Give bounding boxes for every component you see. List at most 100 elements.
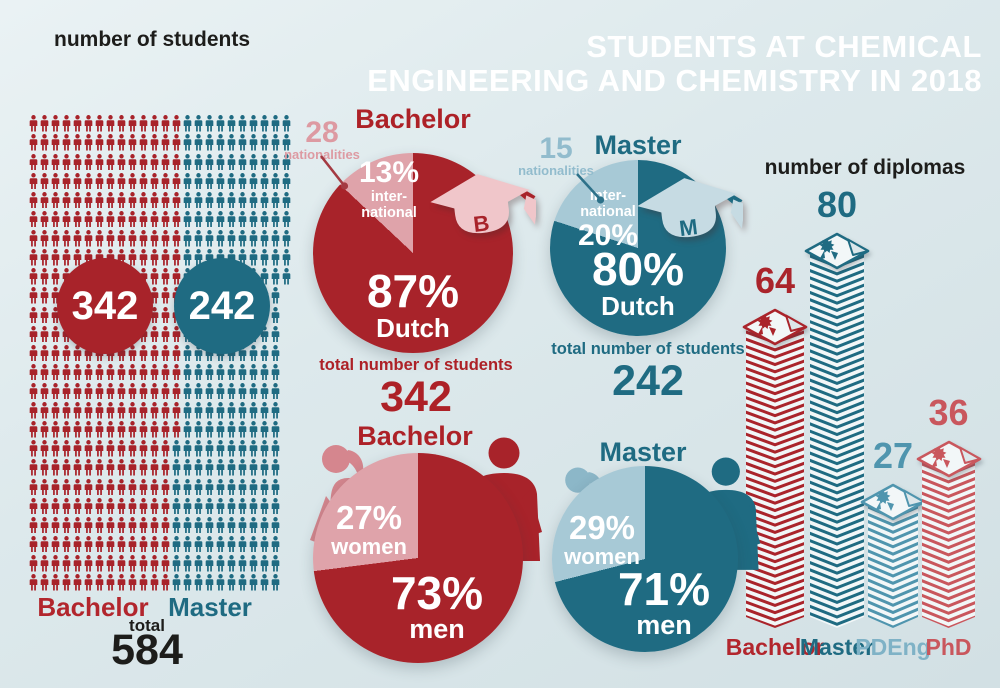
person-icon [194, 153, 203, 171]
person-icon [260, 574, 269, 591]
person-icon [161, 363, 170, 381]
person-icon [271, 421, 280, 438]
person-icon [249, 497, 258, 515]
person-icon [216, 478, 225, 496]
person-icon [161, 402, 170, 419]
person-icon [271, 268, 280, 285]
person-icon [150, 459, 159, 476]
person-icon [117, 535, 126, 553]
person-icon [249, 516, 258, 534]
person-icon [117, 191, 126, 209]
person-icon [249, 402, 258, 419]
person-icon [29, 478, 38, 496]
person-icon [150, 555, 159, 572]
person-icon [95, 555, 104, 572]
person-icon [205, 440, 214, 457]
person-icon [216, 153, 225, 171]
person-icon [106, 134, 115, 151]
gender-pie-title-master: Master [599, 437, 687, 467]
person-icon [29, 459, 38, 476]
person-icon [161, 574, 170, 591]
diploma-count-pdeng: 27 [872, 435, 914, 476]
person-icon [205, 191, 214, 209]
person-icon [205, 134, 214, 151]
person-icon [172, 555, 181, 572]
person-icon [282, 191, 291, 209]
person-icon [73, 574, 82, 591]
person-icon [249, 535, 258, 553]
person-icon [183, 516, 192, 534]
person-icon [62, 153, 71, 171]
person-icon [29, 249, 38, 266]
person-icon [117, 363, 126, 381]
person-icon [227, 421, 236, 438]
person-icon [271, 210, 280, 228]
person-icon [238, 574, 247, 591]
person-icon [117, 497, 126, 515]
person-icon [62, 115, 71, 132]
dutch-label-bachelor: 87% Dutch [366, 265, 460, 343]
person-icon [161, 535, 170, 553]
person-icon [216, 421, 225, 438]
person-icon [150, 153, 159, 171]
svg-text:M: M [678, 214, 699, 241]
gender-pie-master [552, 466, 738, 652]
person-icon [172, 191, 181, 209]
person-icon [51, 115, 60, 132]
person-icon [139, 172, 148, 190]
person-icon [95, 478, 104, 496]
person-icon [238, 230, 247, 247]
person-icon [106, 421, 115, 438]
person-icon [139, 421, 148, 438]
person-icon [205, 115, 214, 132]
person-icon [95, 440, 104, 457]
svg-text:B: B [472, 210, 491, 237]
person-icon [161, 440, 170, 457]
person-icon [183, 153, 192, 171]
person-icon [62, 172, 71, 190]
person-icon [227, 115, 236, 132]
person-icon [73, 497, 82, 515]
person-icon [172, 383, 181, 400]
person-icon [106, 574, 115, 591]
person-icon [95, 153, 104, 171]
person-icon [238, 134, 247, 151]
international-slice-label-bachelor: 13% inter- national [358, 156, 420, 221]
person-icon [172, 210, 181, 228]
person-icon [205, 497, 214, 515]
person-icon [271, 497, 280, 515]
person-icon [150, 249, 159, 266]
person-icon [29, 535, 38, 553]
person-icon [172, 402, 181, 419]
person-icon [84, 115, 93, 132]
person-icon [40, 555, 49, 572]
person-icon [128, 402, 137, 419]
person-icon [216, 535, 225, 553]
person-icon [227, 478, 236, 496]
person-icon [216, 210, 225, 228]
person-icon [117, 115, 126, 132]
person-icon [260, 497, 269, 515]
person-icon [117, 210, 126, 228]
person-icon [172, 134, 181, 151]
person-icon [29, 287, 38, 304]
person-icon [216, 555, 225, 572]
person-icon [260, 478, 269, 496]
person-icon [227, 210, 236, 228]
person-icon [249, 172, 258, 190]
person-icon [128, 115, 137, 132]
person-icon [161, 153, 170, 171]
men-slice-label-master: 71% men [617, 563, 711, 640]
person-icon [106, 115, 115, 132]
person-icon [271, 383, 280, 400]
person-icon [51, 210, 60, 228]
person-icon [128, 555, 137, 572]
person-icon [161, 555, 170, 572]
person-icon [194, 497, 203, 515]
person-icon [271, 306, 280, 323]
person-icon [106, 153, 115, 171]
person-icon [29, 306, 38, 323]
person-icon [150, 134, 159, 151]
person-icon [40, 172, 49, 190]
